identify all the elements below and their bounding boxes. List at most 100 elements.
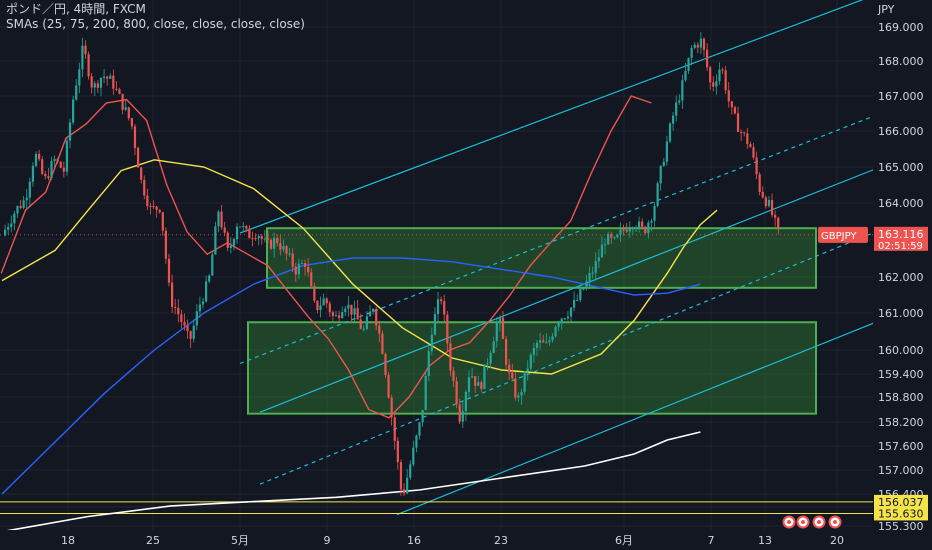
y-tick-label: 167.000 bbox=[878, 90, 924, 103]
candle-body bbox=[127, 107, 130, 119]
candle-body bbox=[551, 336, 554, 341]
candle-body bbox=[424, 376, 427, 410]
candle-body bbox=[461, 411, 464, 422]
y-tick-label: 168.000 bbox=[878, 55, 924, 68]
candle-body bbox=[31, 165, 35, 182]
candle-body bbox=[322, 298, 325, 306]
candle-body bbox=[433, 314, 437, 335]
candle-body bbox=[112, 75, 115, 89]
candle-body bbox=[650, 220, 653, 223]
candle-body bbox=[514, 378, 517, 398]
channel-lower-line[interactable] bbox=[396, 322, 876, 516]
candle-body bbox=[619, 229, 622, 235]
x-tick-label: 7 bbox=[708, 534, 715, 547]
candle-body bbox=[427, 351, 430, 377]
x-tick-label: 9 bbox=[324, 534, 331, 547]
candle-body bbox=[118, 89, 121, 94]
sma-line-3[interactable] bbox=[1, 257, 701, 495]
candle-body bbox=[603, 244, 607, 246]
candle-body bbox=[266, 238, 270, 240]
candle-body bbox=[455, 381, 458, 405]
x-tick-label: 18 bbox=[61, 534, 75, 547]
candle-body bbox=[631, 228, 634, 230]
candle-body bbox=[387, 375, 390, 398]
candle-body bbox=[774, 214, 777, 218]
x-tick-label: 5月 bbox=[231, 534, 249, 547]
channel-upper-mid-line[interactable] bbox=[239, 115, 876, 365]
y-tick-label: 159.400 bbox=[878, 368, 924, 381]
candle-body bbox=[300, 263, 304, 265]
candle-body bbox=[334, 315, 338, 317]
candle-body bbox=[136, 147, 140, 168]
candle-body bbox=[232, 239, 236, 246]
candle-body bbox=[325, 298, 328, 304]
candle-body bbox=[715, 81, 718, 87]
candle-body bbox=[285, 246, 288, 254]
sma-line-1[interactable] bbox=[0, 95, 652, 419]
event-flag-dot-icon bbox=[817, 520, 821, 524]
candle-body bbox=[712, 82, 715, 87]
candle-body bbox=[699, 38, 703, 48]
candle-body bbox=[10, 223, 13, 228]
candle-body bbox=[251, 238, 254, 240]
candle-body bbox=[164, 230, 168, 259]
candle-body bbox=[508, 364, 511, 373]
candle-body bbox=[337, 315, 341, 318]
candle-body bbox=[365, 316, 369, 329]
candle-body bbox=[155, 206, 158, 210]
candle-body bbox=[492, 341, 495, 353]
support-zone-2[interactable] bbox=[247, 321, 817, 415]
channel-upper-line[interactable] bbox=[239, 0, 875, 234]
candle-body bbox=[140, 167, 143, 180]
candle-body bbox=[399, 462, 403, 490]
x-tick-label: 13 bbox=[758, 534, 772, 547]
candle-body bbox=[235, 226, 239, 240]
candle-body bbox=[239, 226, 242, 228]
x-tick-label: 16 bbox=[407, 534, 421, 547]
candle-body bbox=[727, 90, 730, 102]
candle-body bbox=[229, 245, 232, 248]
candle-body bbox=[724, 70, 727, 91]
last-price-tag bbox=[874, 226, 928, 251]
candle-body bbox=[303, 263, 307, 267]
candle-body bbox=[702, 38, 706, 50]
candle-body bbox=[684, 71, 687, 81]
channel-lower-mid-line[interactable] bbox=[259, 231, 876, 485]
candle-body bbox=[13, 213, 16, 224]
candle-body bbox=[316, 300, 319, 311]
candle-body bbox=[34, 153, 38, 166]
candle-body bbox=[498, 317, 501, 324]
candle-body bbox=[288, 253, 291, 255]
candle-body bbox=[535, 342, 539, 348]
candle-body bbox=[474, 376, 477, 386]
y-tick-label: 165.000 bbox=[878, 161, 924, 174]
candle-body bbox=[130, 118, 133, 127]
symbol-tag bbox=[818, 226, 868, 243]
candle-body bbox=[381, 333, 384, 354]
candle-body bbox=[718, 69, 721, 82]
last-price-label: 163.116 bbox=[878, 228, 924, 241]
candle-body bbox=[569, 307, 573, 317]
candle-body bbox=[133, 126, 137, 148]
candle-body bbox=[93, 83, 96, 88]
candle-body bbox=[542, 340, 545, 343]
candle-body bbox=[671, 115, 675, 124]
candle-body bbox=[319, 305, 322, 311]
sma-line-4[interactable] bbox=[1, 431, 701, 533]
candle-body bbox=[610, 234, 613, 238]
candle-body bbox=[532, 347, 536, 355]
candle-body bbox=[177, 307, 180, 315]
candle-body bbox=[152, 206, 155, 208]
candle-body bbox=[675, 102, 678, 116]
sma-line-2[interactable] bbox=[1, 159, 718, 375]
candle-body bbox=[668, 123, 672, 142]
candle-body bbox=[28, 181, 31, 198]
candle-body bbox=[653, 205, 656, 221]
candle-body bbox=[656, 183, 659, 206]
candle-body bbox=[47, 176, 50, 179]
candle-body bbox=[563, 318, 566, 320]
candle-body bbox=[594, 261, 597, 273]
candle-body bbox=[693, 44, 696, 48]
